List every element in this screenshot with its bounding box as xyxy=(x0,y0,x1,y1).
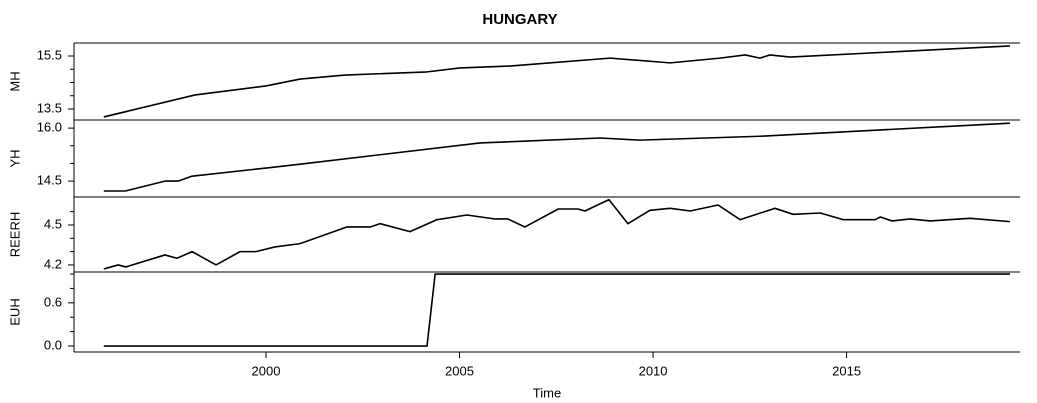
data-line xyxy=(103,122,1010,192)
x-tick-label: 2015 xyxy=(832,363,861,378)
x-axis-label: Time xyxy=(533,385,561,400)
data-line xyxy=(103,198,1011,270)
y-axis-label: YH xyxy=(7,149,22,167)
y-tick-label: 14.5 xyxy=(37,173,62,188)
y-tick-label: 0.6 xyxy=(44,294,62,309)
y-tick-label: 15.5 xyxy=(37,47,62,62)
x-tick-label: 2010 xyxy=(639,363,668,378)
data-line xyxy=(103,45,1010,118)
x-tick-label: 2005 xyxy=(445,363,474,378)
data-line xyxy=(103,273,1010,347)
y-axis-label: EUH xyxy=(7,298,22,325)
y-axis-label: MH xyxy=(7,71,22,91)
y-tick-label: 4.5 xyxy=(44,216,62,231)
x-tick-label: 2000 xyxy=(252,363,281,378)
y-tick-label: 0.0 xyxy=(44,337,62,352)
y-tick-label: 4.2 xyxy=(44,256,62,271)
y-tick-label: 13.5 xyxy=(37,100,62,115)
chart-title: HUNGARY xyxy=(482,11,557,28)
y-axis-label: REERH xyxy=(7,212,22,258)
y-tick-label: 16.0 xyxy=(37,120,62,135)
